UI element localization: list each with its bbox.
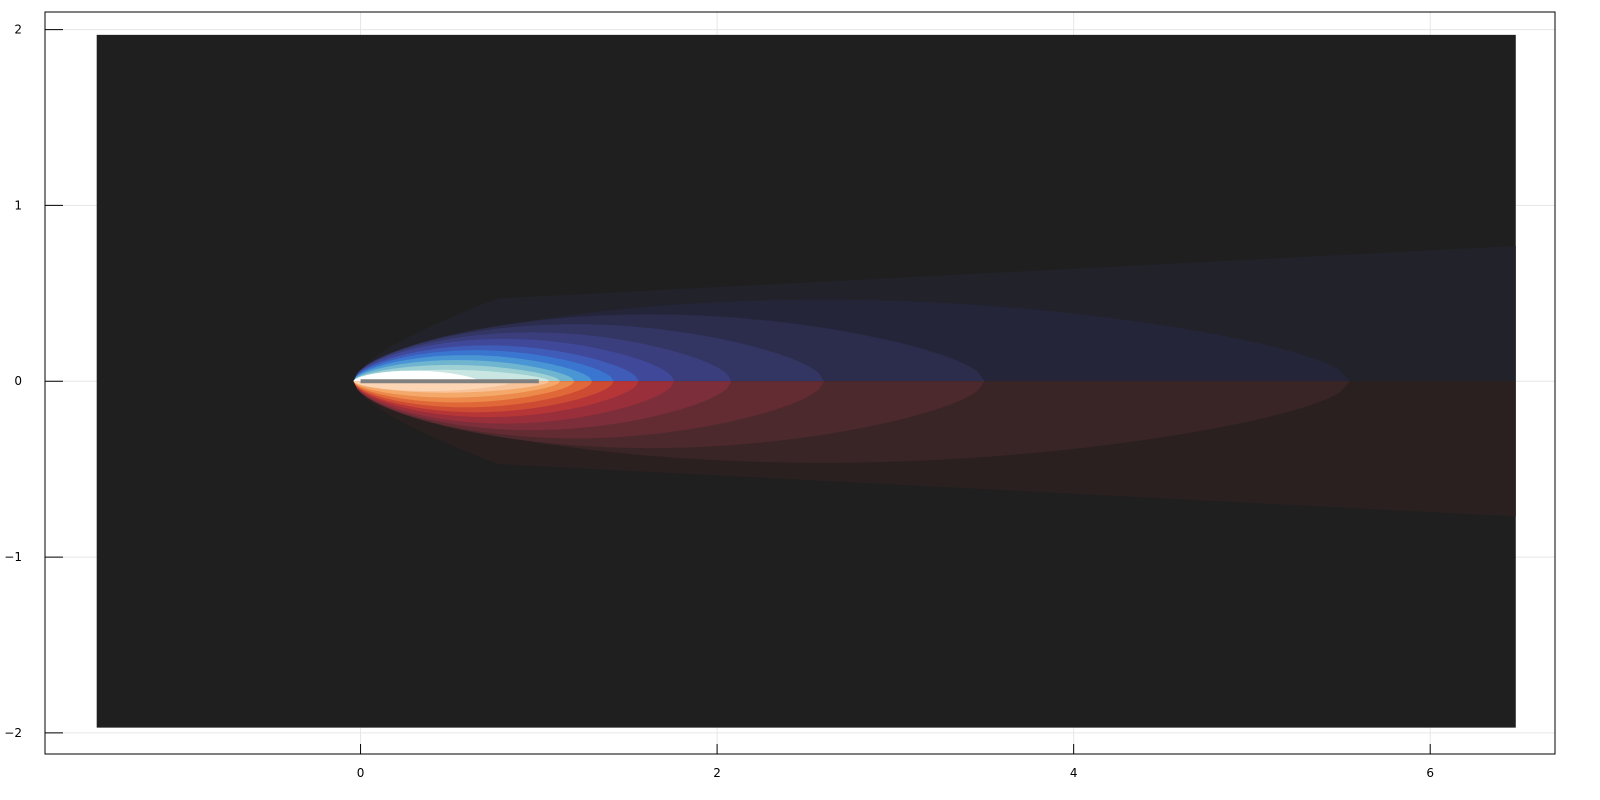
y-tick-label: 1 (14, 198, 22, 212)
x-axis: 0 2 4 6 (357, 744, 1434, 780)
lower-contour-level-13 (353, 381, 514, 391)
x-tick-label: 2 (713, 766, 721, 780)
y-tick-label: −2 (4, 726, 22, 740)
x-tick-label: 4 (1070, 766, 1078, 780)
y-tick-label: 0 (14, 374, 22, 388)
x-tick-label: 6 (1426, 766, 1434, 780)
y-axis: −2 −1 0 1 2 (4, 23, 63, 740)
plot-frame (44, 11, 1556, 755)
contour-fills (353, 245, 1516, 517)
y-tick-label: −1 (4, 550, 22, 564)
x-tick-label: 0 (357, 766, 365, 780)
upper-contour-level-13 (353, 370, 479, 382)
y-tick-label: 2 (14, 23, 22, 37)
